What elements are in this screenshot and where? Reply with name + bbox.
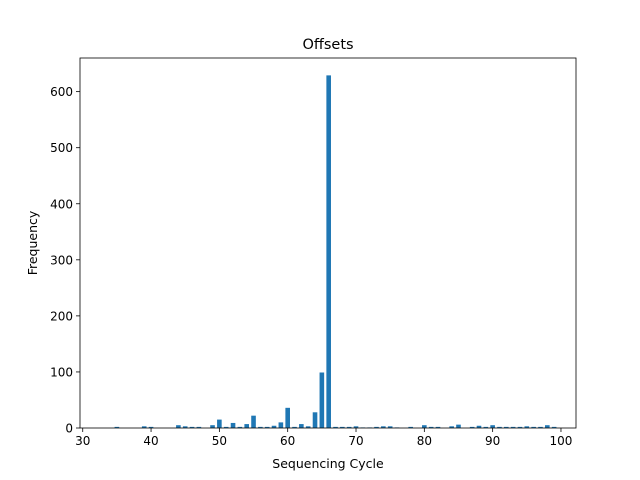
histogram-bar	[545, 425, 550, 428]
histogram-bar	[333, 426, 338, 428]
histogram-bar	[326, 75, 331, 428]
histogram-bar	[517, 426, 523, 428]
x-axis-label: Sequencing Cycle	[272, 456, 384, 471]
histogram-bar	[230, 422, 236, 428]
y-tick-label: 200	[50, 309, 73, 323]
histogram-bar	[340, 426, 345, 428]
histogram-bar	[182, 426, 188, 428]
y-tick-label: 0	[65, 422, 73, 436]
histogram-bar	[422, 425, 427, 428]
histogram-bar	[531, 426, 536, 428]
x-axis-ticks: 30 40 50 60 70 80 90 100	[75, 428, 572, 448]
x-tick-label: 60	[280, 434, 295, 448]
histogram-bar	[408, 426, 413, 428]
histogram-bar	[456, 424, 461, 428]
histogram-bar	[428, 426, 434, 428]
histogram-bar	[196, 426, 202, 428]
y-axis-ticks: 0 100 200 300 400 500 600	[50, 85, 80, 436]
histogram-bar	[244, 424, 249, 428]
x-tick-label: 70	[348, 434, 363, 448]
histogram-bar	[449, 426, 454, 428]
histogram-bar	[538, 426, 543, 428]
histogram-bar	[497, 426, 502, 428]
x-tick-label: 90	[485, 434, 500, 448]
histogram-bar	[483, 426, 489, 428]
axes-frame	[79, 57, 577, 429]
histogram-bar	[141, 426, 147, 428]
histogram-bar	[258, 426, 263, 428]
histogram-bar	[189, 426, 195, 428]
y-tick-label: 600	[50, 85, 73, 99]
histogram-bar	[278, 422, 284, 428]
histogram-bar	[237, 426, 243, 428]
histogram-bar	[524, 426, 530, 428]
x-tick-label: 40	[143, 434, 158, 448]
histogram-bar	[387, 426, 393, 428]
y-tick-label: 500	[50, 141, 73, 155]
histogram-bar	[312, 412, 318, 428]
histogram-bar	[285, 407, 290, 428]
x-tick-label: 100	[550, 434, 573, 448]
histogram-bar	[176, 425, 181, 428]
histogram-bar	[490, 425, 495, 428]
histogram-bar	[148, 426, 154, 428]
histogram-bar	[264, 426, 270, 428]
y-tick-label: 100	[50, 365, 73, 379]
histogram-bar	[374, 426, 379, 428]
y-tick-label: 400	[50, 197, 73, 211]
histogram-bar	[319, 372, 325, 428]
histogram-bar	[299, 424, 304, 428]
histogram-bar	[504, 426, 509, 428]
histogram-bar	[251, 415, 256, 428]
histogram-bar	[114, 426, 120, 428]
x-tick-label: 30	[75, 434, 90, 448]
chart-title: Offsets	[302, 37, 353, 53]
histogram-bar	[510, 426, 516, 428]
histogram-bar	[435, 426, 441, 428]
x-tick-label: 80	[417, 434, 432, 448]
histogram-bar	[353, 426, 359, 428]
histogram-bar	[305, 426, 311, 428]
histogram-bar	[476, 425, 482, 428]
histogram-bar	[381, 426, 386, 428]
histogram-bar	[217, 419, 222, 428]
histogram-bar	[210, 425, 215, 428]
x-tick-label: 50	[212, 434, 227, 448]
y-tick-label: 300	[50, 253, 73, 267]
histogram-bar	[551, 426, 557, 428]
histogram-bar	[346, 426, 352, 428]
histogram-bar	[469, 426, 475, 428]
bars-group	[114, 75, 557, 428]
histogram-bar	[271, 425, 277, 428]
y-axis-label: Frequency	[25, 210, 40, 275]
histogram-bar	[292, 426, 297, 428]
histogram-bar	[223, 426, 229, 428]
